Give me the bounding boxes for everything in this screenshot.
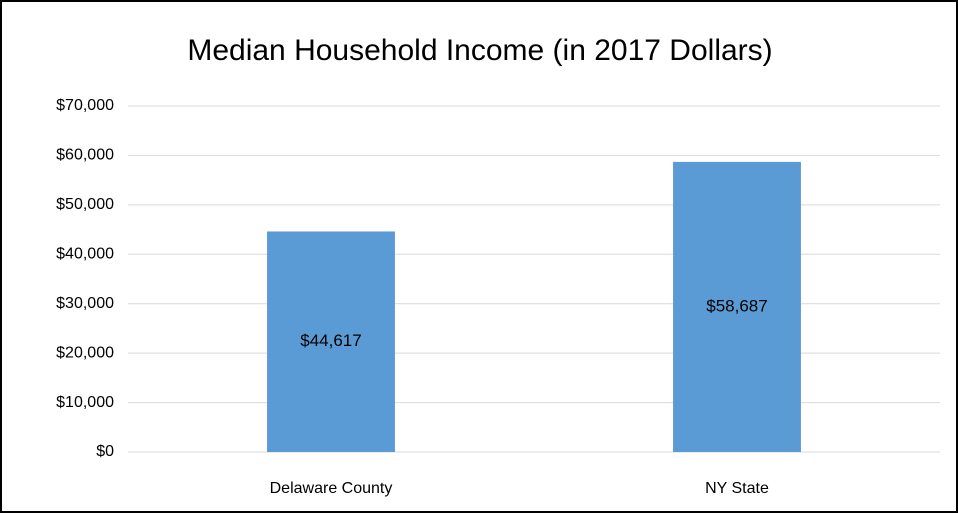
y-tick-label: $0 bbox=[96, 443, 114, 460]
bar bbox=[267, 231, 395, 452]
y-tick-label: $60,000 bbox=[56, 147, 114, 164]
bar bbox=[673, 161, 801, 452]
y-tick-label: $30,000 bbox=[56, 295, 114, 312]
y-tick-label: $70,000 bbox=[56, 97, 114, 114]
x-tick-label: Delaware County bbox=[270, 480, 393, 497]
data-label: $58,687 bbox=[706, 296, 767, 315]
chart-title: Median Household Income (in 2017 Dollars… bbox=[187, 34, 772, 67]
x-tick-label: NY State bbox=[705, 480, 769, 497]
y-tick-label: $50,000 bbox=[56, 196, 114, 213]
y-tick-label: $40,000 bbox=[56, 246, 114, 263]
y-tick-label: $10,000 bbox=[56, 394, 114, 411]
data-label: $44,617 bbox=[300, 331, 361, 350]
y-tick-label: $20,000 bbox=[56, 344, 114, 361]
